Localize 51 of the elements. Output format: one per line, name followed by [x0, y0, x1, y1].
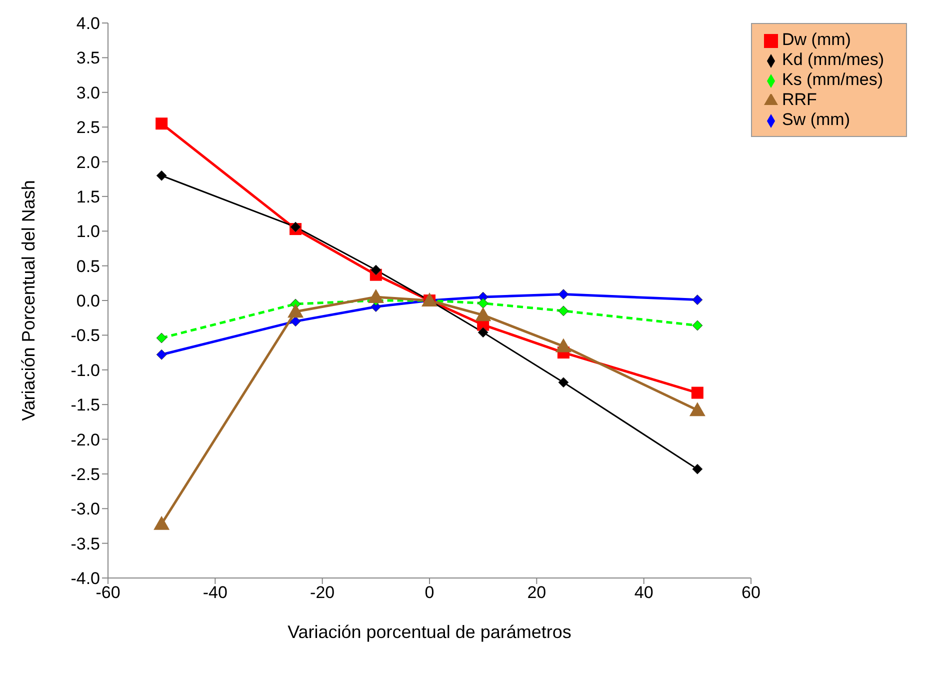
point: [692, 464, 703, 474]
y-tick-label: -2.5: [70, 464, 100, 484]
point: [558, 377, 569, 388]
legend-label: Dw (mm): [782, 30, 851, 49]
point: [558, 306, 569, 316]
legend-label: Kd (mm/mes): [782, 50, 884, 69]
x-tick-label: -40: [202, 583, 228, 602]
point: [478, 298, 488, 309]
y-tick-label: 3.5: [76, 48, 100, 68]
point: [691, 386, 704, 399]
point: [555, 338, 572, 352]
point: [558, 289, 569, 300]
y-tick-label: -0.5: [70, 326, 100, 346]
y-tick-label: -1.5: [70, 396, 100, 415]
y-tick-label: 1.0: [76, 222, 100, 242]
y-tick-label: 2.0: [76, 152, 100, 172]
y-tick-label: 0.5: [76, 256, 100, 276]
y-tick-label: 0.0: [76, 292, 100, 311]
point: [290, 222, 301, 232]
legend-label: Ks (mm/mes): [782, 70, 884, 89]
point: [478, 327, 488, 338]
point: [368, 289, 384, 304]
y-tick-label: 2.5: [76, 118, 100, 138]
point: [154, 516, 170, 530]
x-tick-label: 20: [527, 583, 546, 602]
y-tick-label: -3.5: [70, 534, 100, 554]
x-tick-label: -20: [310, 583, 335, 602]
y-tick-label: 1.5: [76, 187, 100, 206]
point: [475, 307, 492, 322]
point: [288, 304, 304, 318]
legend-label: Sw (mm): [782, 110, 850, 129]
point: [290, 316, 301, 327]
x-axis-title: Variación porcentual de parámetros: [288, 622, 572, 642]
y-tick-label: -2.0: [70, 430, 100, 450]
x-tick-label: 60: [742, 583, 760, 602]
y-tick-label: -1.0: [70, 360, 100, 380]
point: [692, 294, 703, 306]
point: [156, 118, 168, 130]
y-tick-label: 4.0: [76, 14, 100, 34]
legend-label: RRF: [782, 90, 817, 109]
point: [370, 264, 382, 276]
x-tick-label: 40: [634, 583, 654, 602]
x-tick-label: 0: [424, 583, 434, 602]
y-axis-title: Variación Porcentual del Nash: [18, 180, 38, 421]
point: [156, 170, 167, 181]
y-tick-label: -3.0: [70, 500, 100, 519]
point: [689, 402, 706, 416]
point: [692, 320, 703, 331]
y-tick-label: 3.0: [76, 83, 100, 102]
point: [156, 332, 167, 344]
point: [156, 349, 167, 360]
